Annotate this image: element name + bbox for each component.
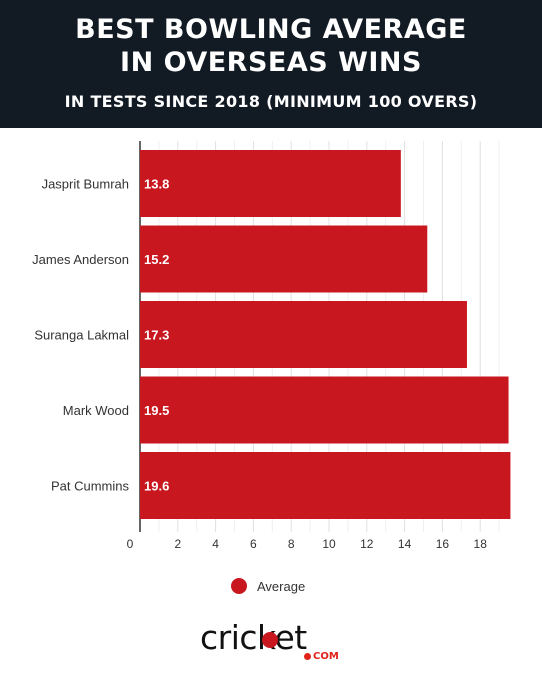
x-tick-label: 2 xyxy=(174,537,181,551)
bars xyxy=(140,150,511,519)
bar xyxy=(140,452,511,519)
category-label: Suranga Lakmal xyxy=(34,328,129,343)
chart-subtitle: IN TESTS SINCE 2018 (MINIMUM 100 OVERS) xyxy=(64,92,478,111)
category-label: Mark Wood xyxy=(63,403,129,418)
bar-chart: 13.8 15.2 17.3 19.5 19.6 Jasprit Bumrah James … xyxy=(32,141,511,552)
data-label: 15.2 xyxy=(144,252,169,267)
labels: 13.8 15.2 17.3 19.5 19.6 Jasprit Bumrah James … xyxy=(32,177,487,552)
bar xyxy=(140,301,467,368)
data-label: 13.8 xyxy=(144,177,169,192)
category-label: Jasprit Bumrah xyxy=(42,177,129,192)
logo-dot-icon xyxy=(304,653,311,660)
legend-swatch xyxy=(231,578,247,594)
category-label: Pat Cummins xyxy=(51,479,130,494)
x-tick-label: 12 xyxy=(360,537,374,551)
bar xyxy=(140,376,509,444)
data-label: 19.6 xyxy=(144,479,169,494)
legend-label: Average xyxy=(257,579,306,594)
x-tick-label: 18 xyxy=(474,537,488,551)
category-label: James Anderson xyxy=(32,252,129,267)
cricket-com-logo: cricket COM xyxy=(200,618,350,664)
x-tick-label: 6 xyxy=(250,537,257,551)
chart-header: BEST BOWLING AVERAGE IN OVERSEAS WINS IN… xyxy=(0,0,542,128)
chart-title-line-2: IN OVERSEAS WINS xyxy=(120,47,422,78)
x-tick-label: 8 xyxy=(288,537,295,551)
x-tick-label: 4 xyxy=(212,537,219,551)
cricket-ball-icon xyxy=(262,632,278,648)
legend: Average xyxy=(0,575,542,597)
x-tick-label: 10 xyxy=(322,537,336,551)
x-tick-label: 16 xyxy=(436,537,450,551)
chart-title-line-1: BEST BOWLING AVERAGE xyxy=(75,14,467,45)
data-label: 19.5 xyxy=(144,403,169,418)
bar xyxy=(140,225,428,293)
logo-wordmark: cricket xyxy=(200,618,307,657)
data-label: 17.3 xyxy=(144,328,169,343)
bar xyxy=(140,150,401,217)
x-tick-label: 0 xyxy=(127,537,134,551)
x-tick-label: 14 xyxy=(398,537,412,551)
logo-suffix: COM xyxy=(313,651,339,662)
